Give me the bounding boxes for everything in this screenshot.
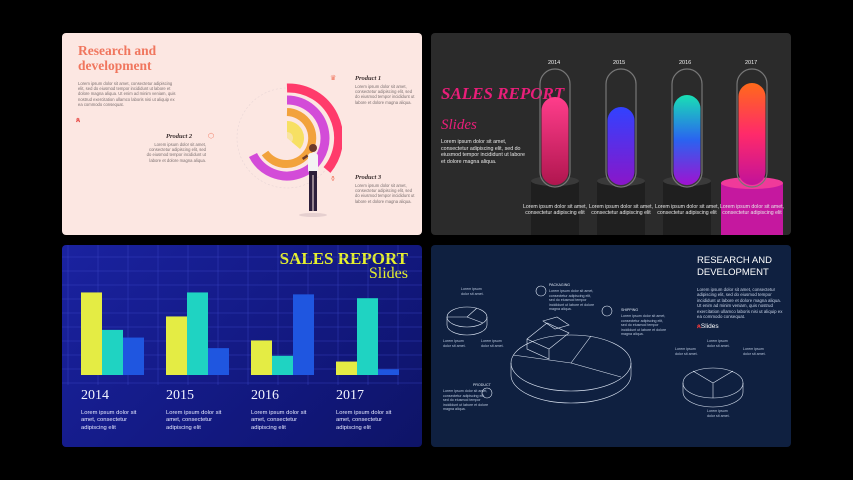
tube-year-2015: 2015 (613, 60, 626, 66)
test-tubes-graphic (531, 68, 783, 235)
bar-chart (62, 245, 422, 385)
donut-ring-middle (248, 95, 330, 181)
box-icon: ⬡ (208, 133, 215, 140)
packaging-text: Lorem ipsum dolor sit amet, consectetur … (549, 289, 595, 311)
tube-caption-2016: Lorem ipsum dolor sit amet, consectetur … (654, 204, 719, 217)
slide2-body: Lorem ipsum dolor sit amet, consectetur … (441, 139, 525, 165)
product3-text: Lorem ipsum dolor sit amet, consectetur … (355, 183, 415, 204)
bar-caption: Lorem ipsum dolor sit amet, consectetur … (81, 410, 137, 431)
tube-liquid-2016 (673, 95, 701, 185)
tube-year-2014: 2014 (548, 60, 561, 66)
bar-2015-1 (187, 292, 208, 375)
tube-caption-2017: Lorem ipsum dolor sit amet, consectetur … (719, 204, 784, 217)
donut-ring-inner (261, 108, 317, 168)
packaging-label: PACKAGING (549, 283, 571, 287)
bar-2014-0 (81, 292, 102, 375)
slide3-subtitle: Slides (368, 265, 408, 282)
shipping-label: SHIPPING (621, 308, 639, 312)
wireframe-pies (446, 285, 744, 408)
bar-2014-1 (102, 329, 123, 375)
tube-caption-2014: Lorem ipsum dolor sit amet, consectetur … (522, 204, 587, 217)
slide2-subtitle: Slides (441, 117, 477, 133)
slide-sales-report-tubes[interactable]: SALES REPORT Slides Lorem ipsum dolor si… (431, 33, 791, 235)
pie1-label-a: Lorem ipsum dolor sit amet. (461, 287, 484, 296)
bar-2016-2 (293, 294, 314, 375)
pie3-label-c: Lorem ipsum dolor sit amet. (743, 347, 766, 356)
bar-2016-0 (251, 340, 272, 375)
bar-year-label: 2016 (251, 388, 279, 403)
tube-liquid-2014 (541, 97, 569, 185)
tube-year-2017: 2017 (745, 60, 758, 66)
bar-2014-2 (123, 337, 144, 375)
pie3-label-a: Lorem ipsum dolor sit amet. (707, 339, 730, 348)
bar-2015-2 (208, 348, 229, 375)
tube-liquid-2017 (738, 83, 766, 185)
product2-text: Lorem ipsum dolor sit amet, consectetur … (146, 142, 206, 163)
slide4-logo: ጰSlides (697, 323, 719, 331)
bar-2017-0 (336, 361, 357, 375)
product1-text: Lorem ipsum dolor sit amet, consectetur … (355, 84, 415, 105)
slide-research-development[interactable]: Research and development Lorem ipsum dol… (62, 33, 422, 235)
slide2-title: SALES REPORT (441, 84, 565, 103)
bar-caption: Lorem ipsum dolor sit amet, consectetur … (336, 410, 392, 431)
product-text: Lorem ipsum dolor sit amet, consectetur … (443, 389, 489, 411)
bar-2015-0 (166, 316, 187, 375)
pie1-label-b: Lorem ipsum dolor sit amet. (443, 339, 466, 348)
slides-logo-icon: ጰ (76, 117, 81, 124)
bar-caption: Lorem ipsum dolor sit amet, consectetur … (166, 410, 222, 431)
donut-chart (236, 83, 342, 189)
tube-caption-2015: Lorem ipsum dolor sit amet, consectetur … (588, 204, 653, 217)
bar-2017-1 (357, 298, 378, 375)
slide3-title: SALES REPORT (279, 249, 408, 268)
slide4-body: Lorem ipsum dolor sit amet, consectetur … (697, 287, 783, 320)
tube-year-2016: 2016 (679, 60, 692, 66)
slide1-intro: Lorem ipsum dolor sit amet, consectetur … (78, 81, 176, 107)
cosmetics-icon: ♛ (330, 75, 337, 82)
donut-center (287, 120, 305, 149)
bar-year-label: 2017 (336, 388, 364, 403)
product1-title: Product 1 (355, 75, 382, 82)
slide-sales-report-bars[interactable]: SALES REPORT Slides 2014 Lorem ipsum dolo… (62, 245, 422, 447)
bar-year-label: 2015 (166, 388, 194, 403)
person-figure-icon (299, 144, 327, 217)
slide4-logo-text: Slides (700, 323, 719, 330)
product-label: PRODUCT (473, 383, 491, 387)
pie3-label-d: Lorem ipsum dolor sit amet. (707, 409, 730, 418)
product2-title: Product 2 (166, 133, 193, 140)
tube-liquid-2015 (607, 107, 635, 185)
bar-2017-2 (378, 369, 399, 375)
pie1-label-c: Lorem ipsum dolor sit amet. (481, 339, 504, 348)
bar-year-label: 2014 (81, 388, 109, 403)
bar-2016-1 (272, 355, 293, 375)
slide-research-development-dark[interactable]: RESEARCH AND DEVELOPMENT Lorem ipsum dol… (431, 245, 791, 447)
bar-caption: Lorem ipsum dolor sit amet, consectetur … (251, 410, 307, 431)
slide4-title: RESEARCH AND DEVELOPMENT (697, 255, 772, 278)
product3-title: Product 3 (355, 174, 382, 181)
slides-logo-icon: ጰ (697, 323, 701, 330)
slide1-title: Research and development (78, 43, 157, 73)
perfume-icon: ⚱ (330, 176, 336, 183)
shipping-text: Lorem ipsum dolor sit amet, consectetur … (621, 314, 667, 336)
donut-ring-outer (286, 83, 342, 173)
pie3-label-b: Lorem ipsum dolor sit amet. (675, 347, 698, 356)
